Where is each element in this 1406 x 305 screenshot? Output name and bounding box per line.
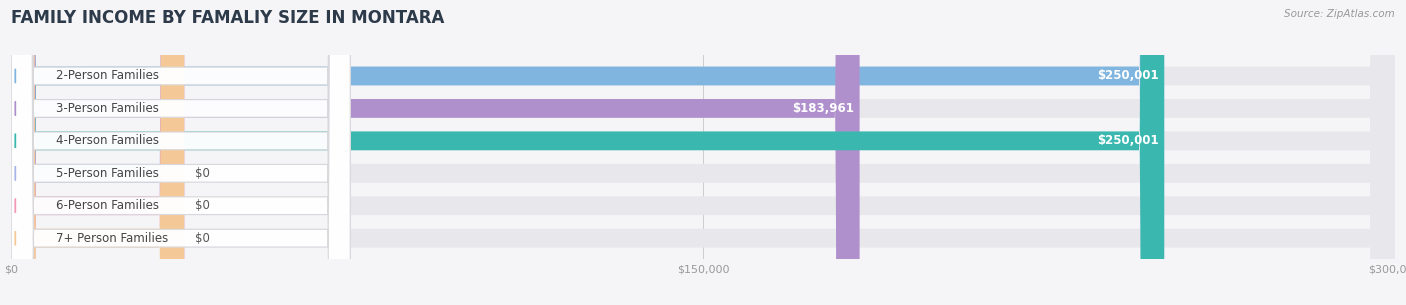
Text: 4-Person Families: 4-Person Families [55, 135, 159, 147]
Text: $0: $0 [195, 232, 209, 245]
Text: FAMILY INCOME BY FAMALIY SIZE IN MONTARA: FAMILY INCOME BY FAMALIY SIZE IN MONTARA [11, 9, 444, 27]
FancyBboxPatch shape [11, 0, 184, 305]
FancyBboxPatch shape [11, 0, 350, 305]
Text: $250,001: $250,001 [1097, 70, 1159, 82]
FancyBboxPatch shape [11, 0, 1395, 305]
FancyBboxPatch shape [11, 0, 350, 305]
FancyBboxPatch shape [11, 0, 1395, 305]
FancyBboxPatch shape [11, 0, 184, 305]
FancyBboxPatch shape [11, 0, 1395, 305]
FancyBboxPatch shape [11, 0, 1395, 305]
Text: Source: ZipAtlas.com: Source: ZipAtlas.com [1284, 9, 1395, 19]
Text: 6-Person Families: 6-Person Families [55, 199, 159, 212]
FancyBboxPatch shape [11, 0, 350, 305]
FancyBboxPatch shape [11, 0, 1395, 305]
Text: $183,961: $183,961 [792, 102, 853, 115]
Text: 5-Person Families: 5-Person Families [55, 167, 159, 180]
FancyBboxPatch shape [11, 0, 350, 305]
FancyBboxPatch shape [11, 0, 1164, 305]
Text: $0: $0 [195, 167, 209, 180]
FancyBboxPatch shape [11, 0, 859, 305]
Text: $250,001: $250,001 [1097, 135, 1159, 147]
FancyBboxPatch shape [11, 0, 184, 305]
FancyBboxPatch shape [11, 0, 350, 305]
Text: 7+ Person Families: 7+ Person Families [55, 232, 167, 245]
Text: 3-Person Families: 3-Person Families [55, 102, 159, 115]
FancyBboxPatch shape [11, 0, 350, 305]
FancyBboxPatch shape [11, 0, 1395, 305]
Text: 2-Person Families: 2-Person Families [55, 70, 159, 82]
FancyBboxPatch shape [11, 0, 1164, 305]
Text: $0: $0 [195, 199, 209, 212]
